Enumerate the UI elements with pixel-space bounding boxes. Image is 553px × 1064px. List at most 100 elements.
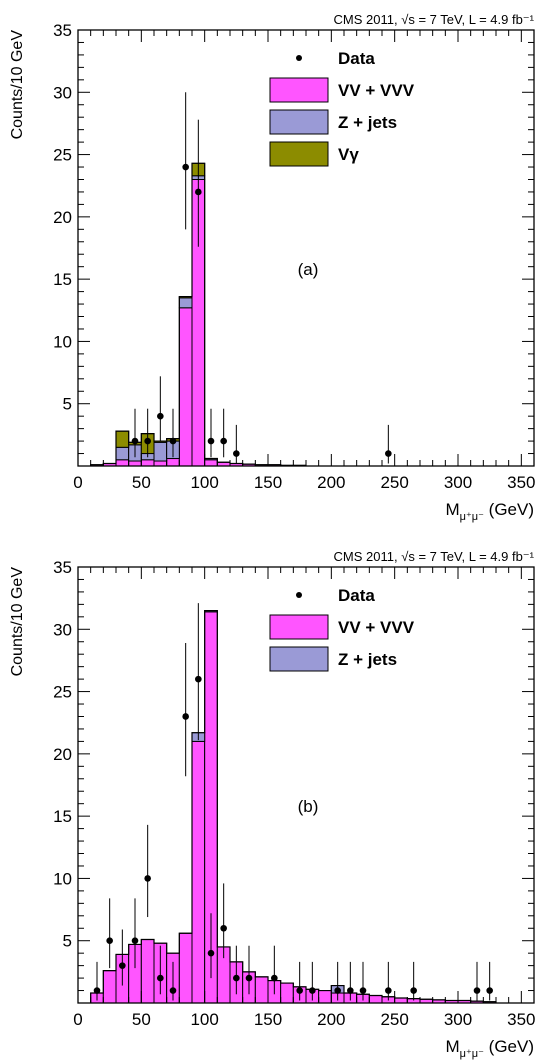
legend-item: Data xyxy=(296,586,375,605)
legend-swatch xyxy=(269,614,329,640)
legend-label: VV + VVV xyxy=(338,618,415,637)
data-marker xyxy=(233,450,240,457)
x-tick-label: 0 xyxy=(73,1010,82,1029)
data-point xyxy=(195,119,202,247)
y-axis-title: Counts/10 GeV xyxy=(9,567,26,677)
data-marker xyxy=(296,987,303,994)
data-marker xyxy=(169,987,177,994)
legend: Data VV + VVV Z + jets xyxy=(269,586,415,672)
legend-marker xyxy=(296,55,302,61)
data-marker xyxy=(157,974,164,982)
chart-panel-a: CMS 2011, √s = 7 TeV, L = 4.9 fb⁻¹ 0 50 100… xyxy=(9,12,536,523)
data-point xyxy=(245,945,253,995)
x-tick-label: 100 xyxy=(190,473,218,492)
histogram-bar xyxy=(153,460,168,467)
data-marker xyxy=(182,713,189,720)
data-marker xyxy=(473,987,481,994)
x-axis: 0 50 100 150 200 250 300 350 xyxy=(73,567,536,1029)
chart-header: CMS 2011, √s = 7 TeV, L = 4.9 fb⁻¹ xyxy=(334,549,535,564)
y-tick-label: 15 xyxy=(53,270,72,289)
y-axis: 5 10 15 20 25 30 35 xyxy=(53,558,534,1004)
histogram-bar xyxy=(178,932,193,1004)
data-marker xyxy=(106,937,113,945)
data-point xyxy=(271,945,278,995)
data-marker xyxy=(233,974,240,982)
legend: Data VV + VVV Z + jets Vγ xyxy=(269,49,415,167)
legend-label: Data xyxy=(338,586,375,605)
y-tick-label: 20 xyxy=(53,745,72,764)
data-point xyxy=(207,913,215,979)
data-point xyxy=(169,408,177,458)
data-point xyxy=(169,961,177,1001)
histogram-bar xyxy=(153,441,168,462)
histogram-bar xyxy=(128,460,142,467)
legend-swatch xyxy=(269,646,329,672)
legend-item: VV + VVV xyxy=(269,614,415,640)
histogram-bar xyxy=(280,982,294,1004)
histogram-bar xyxy=(204,459,218,467)
data-marker xyxy=(309,987,316,994)
y-tick-label: 20 xyxy=(53,208,72,227)
x-tick-label: 150 xyxy=(254,1010,282,1029)
x-axis-title: Mμ⁺μ⁻ (GeV) xyxy=(445,1037,534,1060)
data-marker xyxy=(207,437,215,445)
data-marker xyxy=(93,987,101,994)
legend-marker xyxy=(296,592,302,598)
data-point xyxy=(220,408,227,458)
histogram-bar xyxy=(178,307,193,467)
data-point xyxy=(131,408,139,458)
data-point xyxy=(106,898,113,969)
legend-swatch xyxy=(269,109,329,135)
data-marker xyxy=(220,924,227,932)
legend-label: Z + jets xyxy=(338,113,397,132)
data-point xyxy=(182,92,189,230)
data-marker xyxy=(131,437,139,445)
legend-label: Data xyxy=(338,49,375,68)
histogram-outline xyxy=(90,610,497,1003)
legend-item: Data xyxy=(296,49,375,68)
x-tick-label: 300 xyxy=(444,473,472,492)
legend-label: Z + jets xyxy=(338,650,397,669)
data-marker xyxy=(195,188,202,196)
data-point xyxy=(182,642,189,777)
x-tick-label: 200 xyxy=(317,473,345,492)
x-tick-label: 350 xyxy=(507,1010,535,1029)
data-point xyxy=(410,961,417,1001)
x-axis-title-text: Mμ⁺μ⁻ (GeV) xyxy=(445,500,534,523)
data-point xyxy=(195,603,202,741)
histogram-bar xyxy=(318,990,332,1004)
data-marker xyxy=(410,987,417,994)
y-tick-label: 5 xyxy=(63,395,72,414)
y-tick-label: 25 xyxy=(53,146,72,165)
x-tick-label: 100 xyxy=(190,1010,218,1029)
data-marker xyxy=(207,949,215,957)
x-axis-title-subscript: μ⁺μ⁻ xyxy=(460,511,484,523)
x-axis-title-subscript: μ⁺μ⁻ xyxy=(460,1048,484,1060)
data-marker xyxy=(144,875,151,882)
data-marker xyxy=(182,163,189,171)
data-point xyxy=(157,945,164,995)
data-point xyxy=(207,408,215,458)
legend-item: Z + jets xyxy=(269,109,397,135)
y-tick-label: 30 xyxy=(53,620,72,639)
histogram-bar xyxy=(394,997,408,1004)
data-marker xyxy=(144,437,151,445)
data-marker xyxy=(271,974,278,982)
histogram-bar xyxy=(368,995,383,1004)
y-tick-label: 30 xyxy=(53,83,72,102)
x-axis-title-text: Mμ⁺μ⁻ (GeV) xyxy=(445,1037,534,1060)
histogram-bar xyxy=(254,976,269,1004)
data-point xyxy=(157,376,164,442)
data-marker xyxy=(359,987,367,994)
data-marker xyxy=(220,437,227,445)
y-tick-label: 5 xyxy=(63,932,72,951)
y-tick-label: 10 xyxy=(53,332,72,351)
data-point xyxy=(144,408,151,458)
legend-label: VV + VVV xyxy=(338,81,415,100)
data-marker xyxy=(347,987,354,994)
histogram-bar xyxy=(115,430,130,448)
legend-item: Z + jets xyxy=(269,646,397,672)
x-axis-title-symbol: M xyxy=(445,500,459,519)
histogram-bar xyxy=(166,458,180,467)
data-point xyxy=(385,424,392,464)
